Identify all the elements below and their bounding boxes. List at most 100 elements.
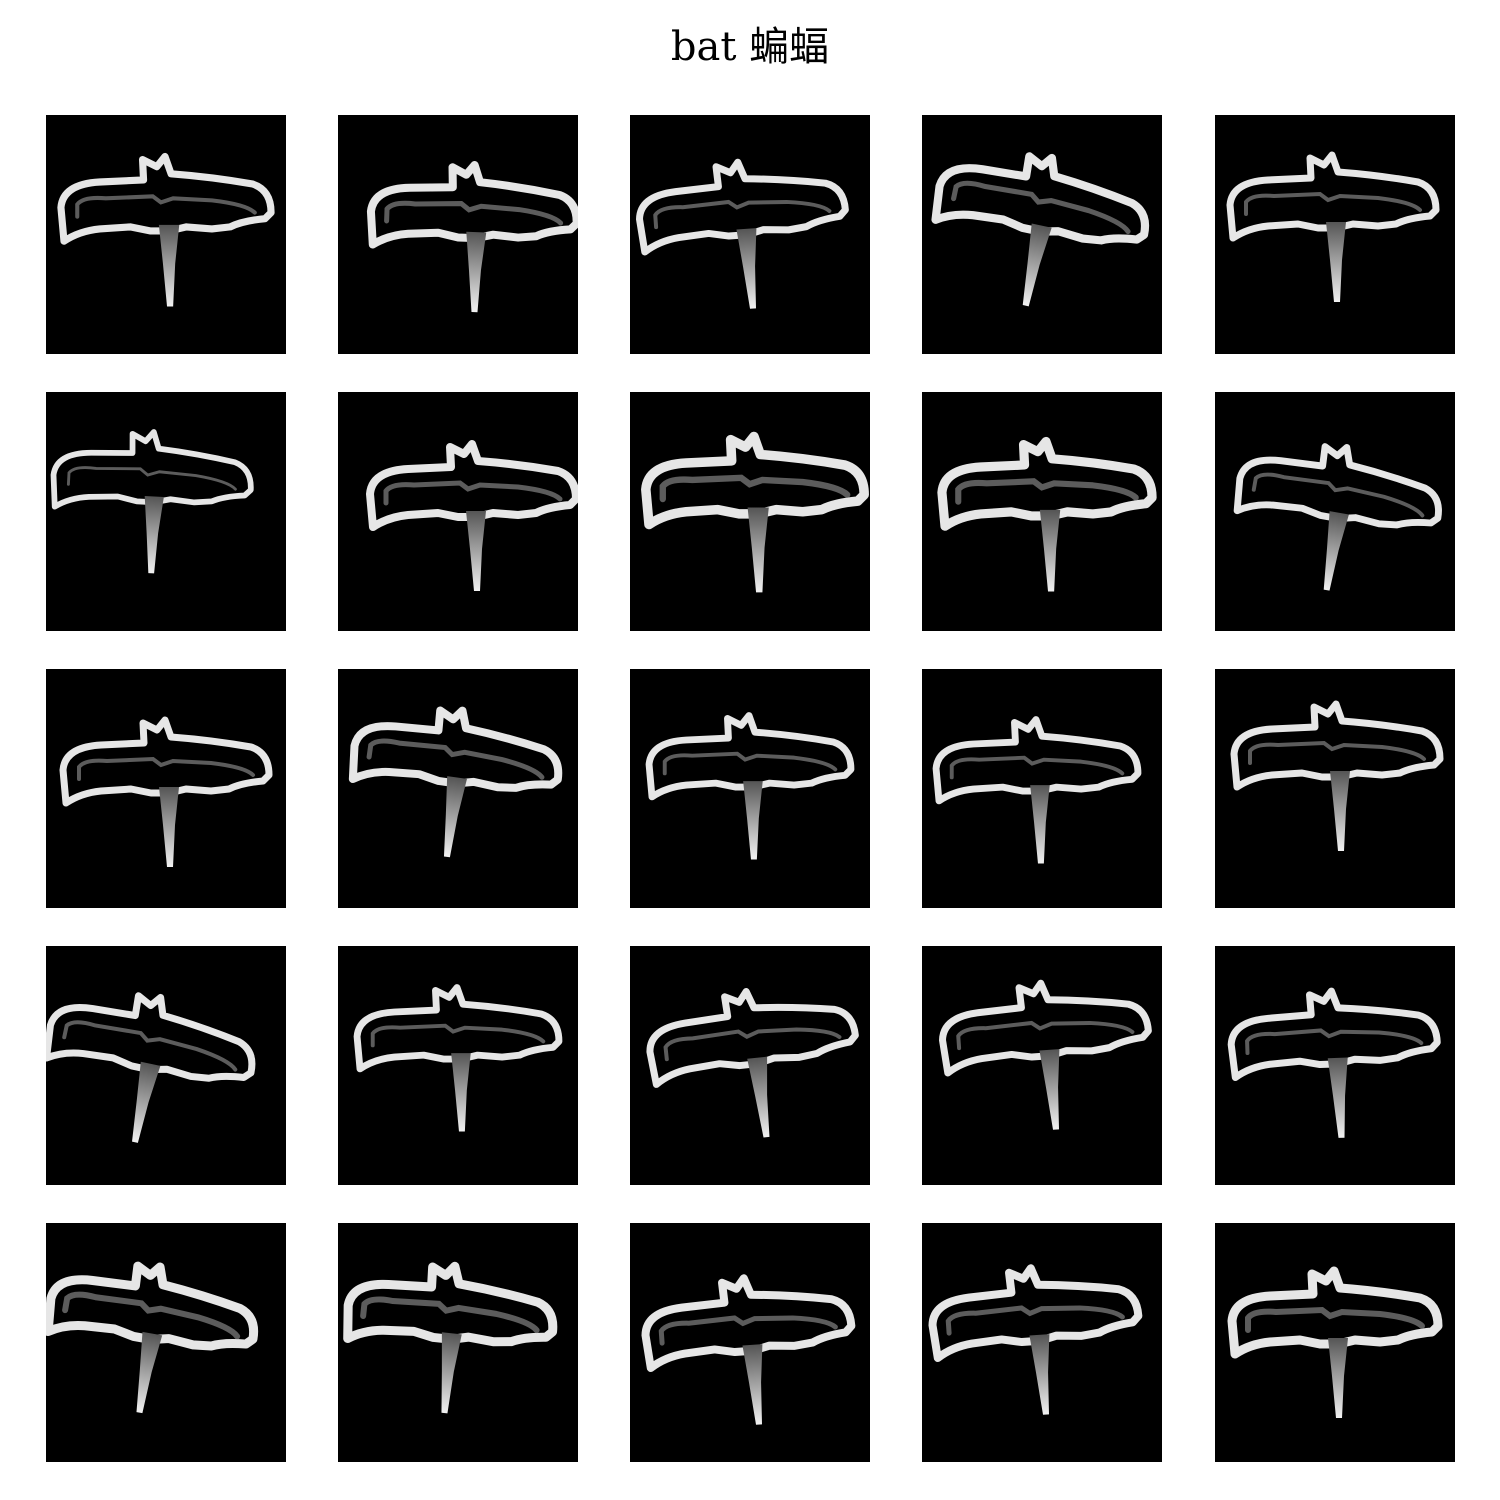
bat-tail-stroke [136, 1331, 163, 1414]
bat-wing-inner-stroke [62, 1291, 241, 1340]
bat-tail-stroke [736, 228, 757, 309]
bat-tail-stroke [451, 1053, 471, 1132]
image-tile [338, 946, 578, 1185]
image-tile [46, 392, 286, 631]
bat-tail-stroke [158, 224, 180, 307]
bat-wing-outline [939, 979, 1152, 1077]
bat-wing-outline [366, 161, 578, 249]
bat-wing-inner-stroke [662, 751, 838, 776]
image-tile [338, 115, 578, 354]
bat-tail-stroke [1039, 1049, 1060, 1130]
bat-wing-outline [59, 716, 273, 807]
bat-tail-stroke [1328, 1338, 1348, 1418]
image-tile [922, 1223, 1162, 1462]
bat-wing-outline [1230, 700, 1444, 791]
bat-wing-outline [1226, 151, 1440, 242]
image-tile [338, 1223, 578, 1462]
bat-sketch-icon [928, 1264, 1143, 1415]
bat-tail-stroke [747, 507, 769, 593]
bat-wing-outline [937, 436, 1157, 531]
bat-wing-inner-stroke [77, 756, 255, 781]
bat-wing-inner-stroke [62, 1020, 238, 1072]
bat-wing-inner-stroke [653, 199, 832, 230]
bat-sketch-icon [46, 1261, 259, 1414]
bat-wing-outline [646, 988, 859, 1088]
bat-sketch-icon [50, 429, 254, 574]
image-tile [922, 946, 1162, 1185]
bat-wing-outline [366, 440, 578, 531]
bat-wing-inner-stroke [1251, 472, 1425, 518]
bat-sketch-icon [646, 988, 859, 1138]
bat-sketch-icon [348, 706, 563, 858]
bat-sketch-icon [1226, 151, 1440, 302]
image-tile [46, 1223, 286, 1462]
bat-tail-stroke [132, 1061, 161, 1143]
bat-wing-inner-stroke [360, 1296, 540, 1334]
bat-sketch-icon [343, 1261, 558, 1414]
bat-tail-stroke [1327, 1057, 1348, 1138]
bat-wing-outline [641, 431, 869, 530]
bat-wing-outline [645, 712, 855, 801]
bat-wing-outline [1227, 987, 1441, 1081]
bat-sketch-icon [1230, 700, 1444, 851]
bat-sketch-icon [1227, 1266, 1443, 1418]
bat-sketch-icon [366, 161, 578, 313]
image-tile [630, 946, 870, 1185]
bat-wing-inner-stroke [949, 755, 1125, 780]
bat-wing-inner-stroke [383, 480, 563, 506]
bat-tail-stroke [1039, 509, 1061, 592]
image-tile [1215, 669, 1455, 908]
bat-sketch-icon [636, 158, 849, 309]
bat-tail-stroke [747, 1056, 770, 1138]
bat-sketch-icon [939, 979, 1152, 1130]
bat-wing-outline [343, 1261, 558, 1347]
bat-wing-outline [353, 984, 563, 1073]
bat-wing-inner-stroke [370, 1023, 546, 1048]
bat-sketch-icon [59, 716, 273, 867]
bat-tail-stroke [144, 495, 164, 574]
bat-sketch-icon [353, 984, 563, 1132]
bat-tail-stroke [1330, 771, 1350, 851]
image-tile [46, 115, 286, 354]
bat-sketch-icon [932, 716, 1142, 864]
bat-tail-stroke [1323, 511, 1349, 591]
bat-sketch-icon [366, 440, 578, 591]
image-tile [922, 115, 1162, 354]
image-tile [630, 669, 870, 908]
bat-sketch-icon [641, 431, 869, 593]
image-tile [630, 1223, 870, 1462]
bat-wing-inner-stroke [1244, 191, 1422, 216]
bat-tail-stroke [466, 231, 487, 313]
bat-tail-stroke [1022, 223, 1052, 307]
bat-tail-stroke [441, 1332, 462, 1414]
bat-wing-outline [57, 152, 275, 245]
figure-title: bat 蝙蝠 [670, 24, 830, 70]
bat-wing-outline [636, 158, 849, 256]
bat-tail-stroke [466, 511, 486, 591]
bat-wing-inner-stroke [951, 180, 1131, 235]
bat-sketch-icon [46, 992, 256, 1143]
image-tile [46, 669, 286, 908]
bat-tail-stroke [443, 776, 467, 858]
bat-wing-outline [50, 429, 254, 510]
bat-sketch-icon [641, 1274, 856, 1425]
image-tile [338, 669, 578, 908]
bat-wing-outline [931, 152, 1150, 245]
bat-sketch-icon [1233, 443, 1442, 591]
bat-sketch-icon [645, 712, 855, 860]
bat-wing-inner-stroke [75, 194, 257, 219]
bat-wing-inner-stroke [1248, 740, 1426, 765]
bat-wing-inner-stroke [663, 1027, 842, 1062]
bat-wing-outline [1227, 1266, 1443, 1359]
image-tile [46, 946, 286, 1185]
bat-wing-outline [1233, 443, 1442, 529]
bat-wing-inner-stroke [659, 474, 851, 503]
image-tile [922, 392, 1162, 631]
image-tile [1215, 392, 1455, 631]
bat-wing-outline [928, 1264, 1143, 1362]
bat-sketch-icon [57, 152, 275, 307]
bat-wing-inner-stroke [956, 1020, 1135, 1051]
image-tile [1215, 946, 1455, 1185]
bat-tail-stroke [743, 781, 763, 860]
